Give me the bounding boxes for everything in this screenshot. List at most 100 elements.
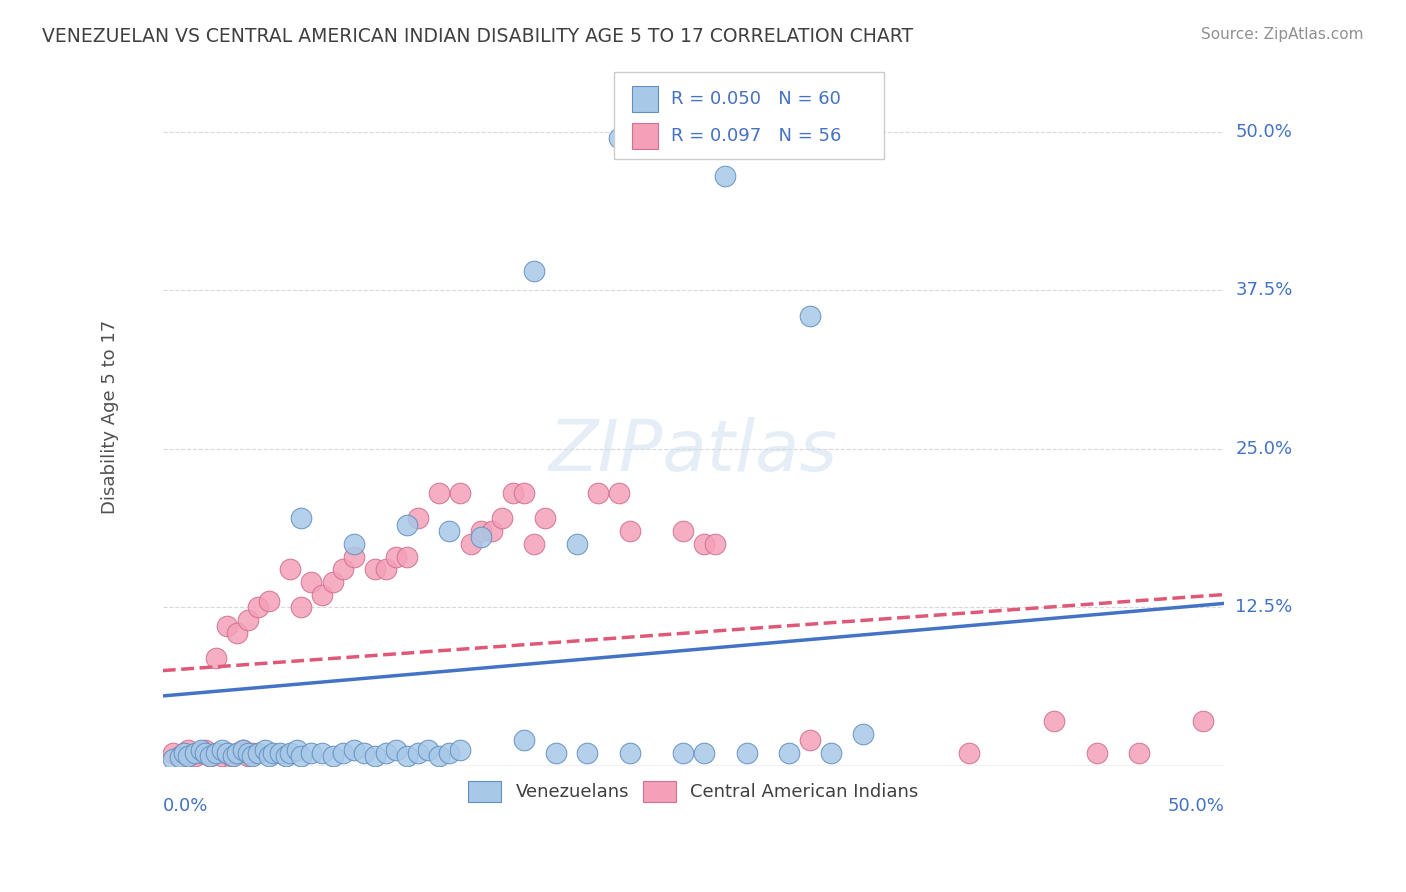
- Point: [247, 600, 270, 615]
- FancyBboxPatch shape: [631, 86, 658, 112]
- Point: [607, 131, 630, 145]
- Point: [427, 748, 450, 763]
- Point: [619, 746, 641, 760]
- Point: [290, 600, 312, 615]
- Point: [219, 748, 242, 763]
- Point: [491, 511, 513, 525]
- Point: [343, 743, 366, 757]
- Text: 37.5%: 37.5%: [1236, 281, 1292, 300]
- Point: [778, 746, 800, 760]
- Point: [619, 524, 641, 538]
- Text: Disability Age 5 to 17: Disability Age 5 to 17: [101, 320, 118, 514]
- Text: 25.0%: 25.0%: [1236, 440, 1292, 458]
- Point: [820, 746, 842, 760]
- Point: [290, 511, 312, 525]
- Point: [406, 746, 429, 760]
- Point: [211, 743, 233, 757]
- Point: [322, 748, 344, 763]
- Point: [449, 743, 471, 757]
- Text: 50.0%: 50.0%: [1236, 123, 1292, 141]
- Text: R = 0.097   N = 56: R = 0.097 N = 56: [671, 127, 842, 145]
- Point: [257, 594, 280, 608]
- Point: [253, 743, 276, 757]
- Point: [236, 613, 259, 627]
- Point: [703, 537, 725, 551]
- Point: [240, 746, 263, 760]
- Point: [470, 531, 492, 545]
- Text: ZIPatlas: ZIPatlas: [548, 417, 838, 486]
- Point: [177, 743, 200, 757]
- Point: [274, 748, 297, 763]
- Point: [439, 524, 461, 538]
- Point: [439, 746, 461, 760]
- Point: [364, 562, 387, 576]
- Point: [332, 746, 354, 760]
- Point: [332, 562, 354, 576]
- Point: [226, 746, 249, 760]
- Point: [198, 748, 221, 763]
- Point: [183, 746, 205, 760]
- Point: [395, 549, 418, 564]
- Point: [285, 743, 308, 757]
- Point: [385, 549, 408, 564]
- Point: [512, 486, 534, 500]
- Point: [236, 748, 259, 763]
- FancyBboxPatch shape: [631, 123, 658, 149]
- Point: [427, 486, 450, 500]
- Point: [799, 733, 821, 747]
- Point: [1043, 714, 1066, 729]
- Point: [190, 743, 212, 757]
- Point: [311, 588, 333, 602]
- Point: [232, 743, 254, 757]
- Point: [586, 486, 609, 500]
- Point: [247, 746, 270, 760]
- Point: [406, 511, 429, 525]
- Point: [215, 746, 238, 760]
- Point: [714, 169, 737, 184]
- Point: [205, 651, 228, 665]
- Point: [385, 743, 408, 757]
- Point: [735, 746, 758, 760]
- Point: [799, 309, 821, 323]
- Text: R = 0.050   N = 60: R = 0.050 N = 60: [671, 90, 841, 108]
- FancyBboxPatch shape: [614, 72, 884, 159]
- Point: [169, 749, 191, 764]
- Point: [374, 562, 396, 576]
- Point: [395, 517, 418, 532]
- Point: [1128, 746, 1150, 760]
- Text: 12.5%: 12.5%: [1236, 599, 1292, 616]
- Legend: Venezuelans, Central American Indians: Venezuelans, Central American Indians: [461, 773, 925, 809]
- Point: [290, 748, 312, 763]
- Point: [173, 746, 195, 760]
- Point: [299, 746, 322, 760]
- Point: [162, 746, 184, 760]
- Point: [364, 748, 387, 763]
- Point: [262, 746, 284, 760]
- Point: [278, 746, 301, 760]
- Point: [852, 727, 875, 741]
- Point: [269, 746, 291, 760]
- Text: 50.0%: 50.0%: [1167, 797, 1225, 815]
- Point: [183, 748, 205, 763]
- Point: [672, 746, 695, 760]
- Point: [194, 746, 217, 760]
- Point: [226, 746, 249, 760]
- Point: [693, 746, 716, 760]
- Point: [215, 746, 238, 760]
- Point: [565, 537, 588, 551]
- Point: [418, 743, 440, 757]
- Point: [1085, 746, 1108, 760]
- Point: [190, 746, 212, 760]
- Point: [502, 486, 524, 500]
- Point: [353, 746, 375, 760]
- Point: [177, 748, 200, 763]
- Point: [449, 486, 471, 500]
- Point: [236, 746, 259, 760]
- Point: [169, 748, 191, 763]
- Point: [194, 743, 217, 757]
- Point: [576, 746, 599, 760]
- Point: [460, 537, 482, 551]
- Point: [672, 524, 695, 538]
- Point: [299, 574, 322, 589]
- Point: [278, 562, 301, 576]
